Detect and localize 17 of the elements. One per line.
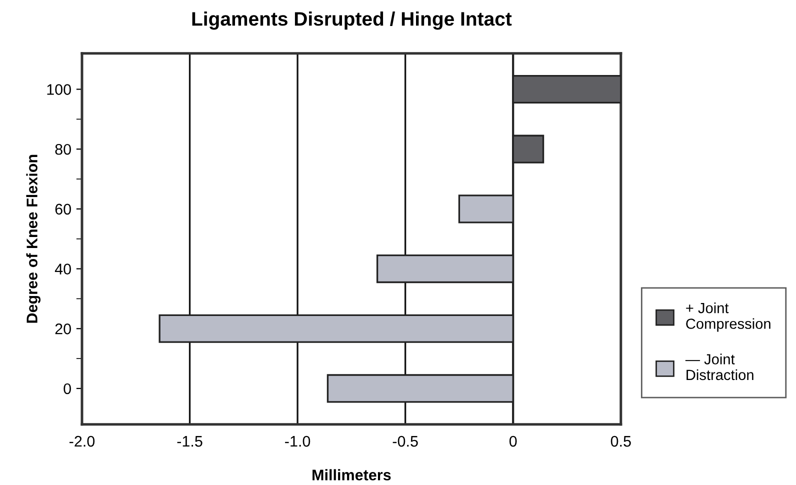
x-tick-label: -2.0 xyxy=(70,436,95,447)
legend-label: + Joint Compression xyxy=(686,302,770,332)
x-tick-label: 0.5 xyxy=(610,436,631,447)
x-axis-title: Millimeters xyxy=(312,469,391,480)
y-tick-label: 60 xyxy=(55,204,71,215)
y-tick-label: 0 xyxy=(64,383,71,394)
chart-title: Ligaments Disrupted / Hinge Intact xyxy=(192,11,512,30)
legend-label: — Joint Distraction xyxy=(685,354,754,380)
x-tick-label: 0 xyxy=(509,436,517,447)
x-tick-label: -1.0 xyxy=(285,436,310,447)
y-tick-label: 100 xyxy=(47,84,71,95)
y-tick-label: 80 xyxy=(55,144,71,155)
y-axis-title: Degree of Knee Flexion xyxy=(26,154,41,323)
x-tick-label: -0.5 xyxy=(392,436,418,447)
x-tick-label: -1.5 xyxy=(177,436,202,447)
y-tick-label: 40 xyxy=(54,264,71,274)
y-tick-label: 20 xyxy=(55,323,71,334)
